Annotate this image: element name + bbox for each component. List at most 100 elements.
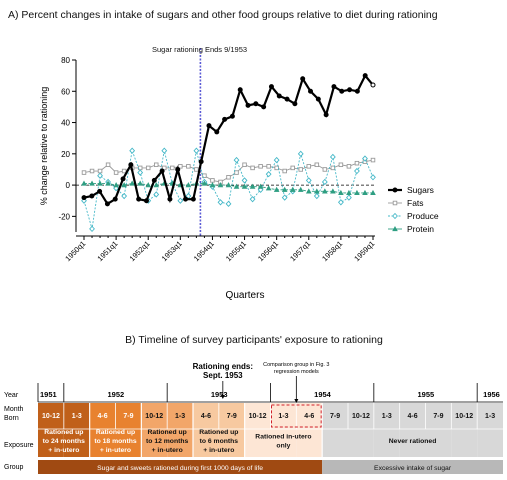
data-point-protein <box>129 180 135 186</box>
month-cell <box>373 403 400 457</box>
data-point-produce <box>337 199 344 206</box>
month-cell <box>218 403 245 457</box>
exposure-label: Never rationed <box>389 438 437 445</box>
legend-label-produce: Produce <box>407 211 439 221</box>
data-point-produce <box>370 174 376 181</box>
data-point-fats <box>370 157 376 163</box>
data-point-protein <box>97 180 103 186</box>
data-point-fats <box>266 164 271 169</box>
exposure-label: to 6 months <box>200 438 239 445</box>
comparison-label-2: regression models <box>274 369 319 375</box>
data-point-protein <box>217 182 224 188</box>
data-point-fats <box>226 175 231 180</box>
month-cell <box>115 403 142 457</box>
month-label: 4-6 <box>408 413 418 420</box>
data-point-sugars <box>206 123 212 129</box>
exposure-label: + in-utero <box>203 447 234 454</box>
data-point-produce <box>225 200 232 208</box>
data-point-sugars <box>308 88 314 94</box>
data-point-protein <box>265 185 272 191</box>
data-point-protein <box>185 182 192 188</box>
legend-label-fats: Fats <box>407 198 424 208</box>
data-point-sugars <box>245 102 251 108</box>
exposure-label: only <box>276 443 290 450</box>
month-label: 7-9 <box>227 413 237 420</box>
data-point-sugars <box>362 73 368 79</box>
data-point-produce <box>161 147 168 154</box>
x-axis-label: Quarters <box>226 290 265 300</box>
data-point-protein <box>322 188 328 194</box>
y-axis-label: % change relative to rationing <box>39 87 49 206</box>
month-cell <box>38 403 64 457</box>
year-label: 1956 <box>483 390 500 399</box>
data-point-fats <box>346 164 352 169</box>
data-point-protein <box>153 182 160 188</box>
data-point-produce <box>265 170 272 178</box>
data-point-protein <box>145 182 152 188</box>
data-point-sugars <box>392 187 398 193</box>
data-point-protein <box>233 183 240 189</box>
y-tick-label: 40 <box>61 119 70 128</box>
data-point-sugars <box>315 96 321 102</box>
data-point-protein <box>137 180 144 186</box>
rationing-ends-arrowhead <box>220 395 225 399</box>
data-point-sugars <box>323 112 329 118</box>
data-point-produce <box>177 197 184 204</box>
data-point-protein <box>297 186 304 192</box>
data-point-sugars <box>151 177 157 183</box>
data-point-produce <box>217 199 224 206</box>
data-point-fats <box>81 170 87 175</box>
data-point-produce <box>346 194 352 201</box>
data-point-protein <box>370 189 376 196</box>
month-label: 7-9 <box>123 413 133 420</box>
data-point-sugars <box>81 195 87 201</box>
data-point-sugars <box>175 166 181 172</box>
month-cell <box>348 403 374 457</box>
exposure-label: + in-utero <box>152 447 183 454</box>
data-point-protein <box>313 188 320 194</box>
data-point-sugars <box>354 88 360 94</box>
data-point-fats <box>170 165 175 171</box>
month-label: 1-3 <box>72 413 82 420</box>
series-line-sugars <box>83 73 374 206</box>
data-point-sugars <box>253 101 259 107</box>
data-point-fats <box>338 162 344 168</box>
exposure-label: to 18 months <box>94 438 137 445</box>
data-point-produce <box>273 156 280 164</box>
group-bar-rationed <box>38 460 323 474</box>
data-point-produce <box>305 177 312 184</box>
data-point-produce <box>392 212 398 220</box>
y-tick-label: 0 <box>66 181 71 190</box>
month-label: 10-12 <box>249 413 267 420</box>
exposure-label: Rationed up <box>96 429 135 436</box>
data-point-protein <box>89 180 95 186</box>
month-label: 4-6 <box>304 413 314 420</box>
chart-a-title: A) Percent changes in intake of sugars a… <box>8 9 438 21</box>
data-point-fats <box>298 167 304 172</box>
data-point-produce <box>313 192 320 200</box>
data-point-protein <box>105 180 111 186</box>
data-point-sugars <box>339 88 345 94</box>
data-point-fats <box>290 165 295 171</box>
data-point-protein <box>81 180 87 186</box>
data-point-fats <box>121 168 127 174</box>
data-point-protein <box>113 182 119 188</box>
y-tick-label: -20 <box>58 212 70 221</box>
month-label: 10-12 <box>42 413 60 420</box>
data-point-produce <box>362 155 368 162</box>
data-point-protein <box>241 183 248 189</box>
data-point-sugars <box>347 87 353 93</box>
month-label: 1-3 <box>175 413 185 420</box>
month-cell <box>425 403 452 457</box>
data-point-produce <box>329 153 336 161</box>
data-point-sugars <box>112 196 118 202</box>
chart-b-title: B) Timeline of survey participants' expo… <box>125 334 383 346</box>
data-point-sugars <box>143 198 149 204</box>
data-point-fats <box>105 162 111 168</box>
data-point-protein <box>249 183 256 189</box>
month-cell <box>167 403 193 457</box>
group-bar-excessive <box>322 460 503 474</box>
row-label-year: Year <box>4 392 19 399</box>
data-point-sugars <box>268 84 274 90</box>
data-point-sugars <box>370 82 376 88</box>
